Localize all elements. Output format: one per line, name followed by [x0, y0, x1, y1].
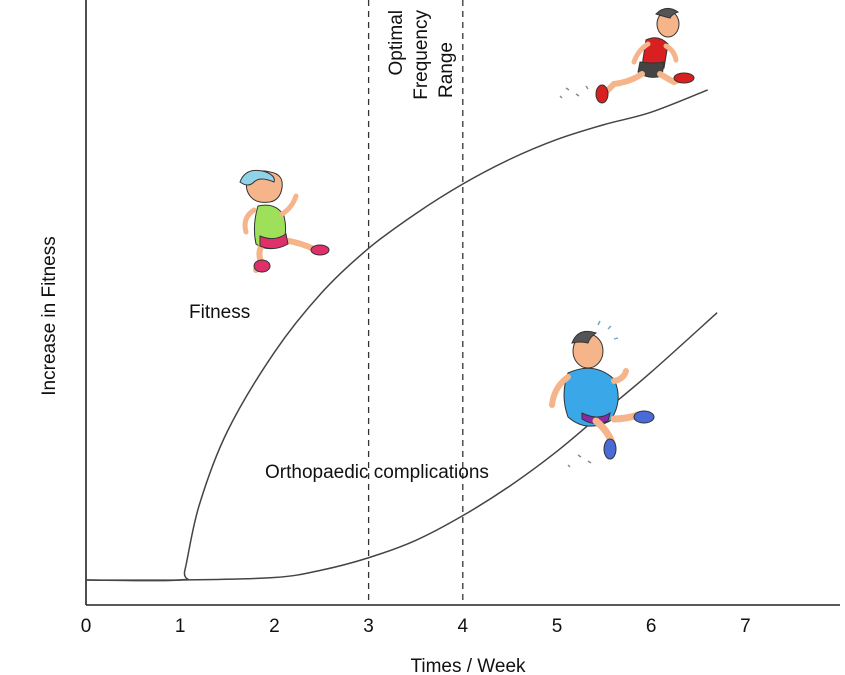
y-axis-title: Increase in Fitness — [39, 236, 60, 395]
zone-label-line: Range — [436, 42, 457, 98]
runner-woman-icon — [239, 169, 330, 273]
series-label-fitness: Fitness — [189, 302, 250, 323]
series-line-orthopaedic — [85, 312, 718, 581]
axes — [85, 0, 840, 606]
x-tick-label: 7 — [740, 616, 751, 637]
runner-man-heavy-icon — [549, 320, 655, 468]
x-tick-labels: 0 1 2 3 4 5 6 7 — [81, 616, 751, 637]
x-tick-label: 1 — [175, 616, 186, 637]
x-axis-title: Times / Week — [410, 656, 526, 675]
series-line-fitness — [85, 89, 708, 582]
runner-man-fit-icon — [559, 8, 695, 104]
x-tick-label: 0 — [81, 616, 92, 637]
series-layer — [85, 89, 718, 582]
x-tick-label: 6 — [646, 616, 657, 637]
series-label-orthopaedic: Orthopaedic complications — [265, 462, 489, 483]
reference-lines — [367, 0, 464, 605]
x-tick-label: 2 — [269, 616, 280, 637]
optimal-frequency-range-label: Optimal Frequency Range — [386, 10, 457, 100]
x-tick-label: 4 — [458, 616, 469, 637]
x-tick-label: 3 — [363, 616, 374, 637]
x-tick-label: 5 — [552, 616, 563, 637]
zone-label-line: Optimal — [386, 10, 407, 75]
zone-label-line: Frequency — [411, 10, 432, 100]
